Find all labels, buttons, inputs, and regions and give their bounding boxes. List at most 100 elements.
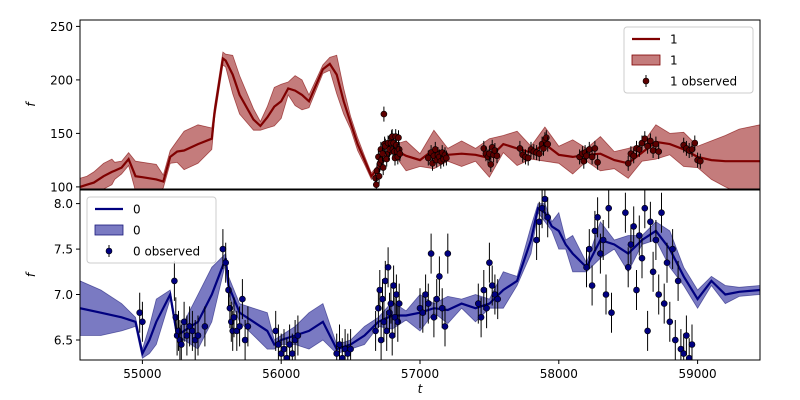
observed-point (538, 190, 546, 229)
observed-point (649, 251, 657, 292)
x-tick-label: 59000 (679, 367, 717, 381)
observed-point (544, 197, 552, 238)
observed-marker (488, 282, 496, 289)
observed-marker (430, 313, 438, 321)
observed-marker (376, 286, 384, 294)
observed-point (599, 220, 607, 260)
observed-point (443, 150, 450, 166)
bottom-y-axis-label: f (24, 271, 38, 277)
observed-point (433, 279, 441, 320)
observed-marker (288, 350, 296, 357)
observed-marker (647, 218, 654, 226)
observed-marker (652, 236, 660, 244)
observed-marker (602, 291, 610, 298)
x-axis-label: t (418, 382, 424, 396)
observed-marker (395, 134, 402, 141)
observed-marker (387, 300, 395, 307)
observed-marker (380, 318, 388, 326)
observed-point (635, 215, 643, 256)
observed-marker (624, 263, 632, 271)
observed-marker (396, 150, 404, 157)
observed-marker (635, 232, 643, 239)
y-tick-label: 100 (50, 180, 73, 194)
observed-marker (516, 145, 524, 152)
observed-marker (627, 241, 635, 248)
observed-marker (275, 341, 282, 348)
observed-marker (201, 323, 209, 330)
observed-point (494, 279, 502, 320)
observed-marker (588, 282, 596, 289)
observed-marker (139, 318, 146, 326)
observed-marker (544, 140, 552, 148)
observed-marker (585, 245, 593, 253)
observed-marker (494, 295, 502, 303)
observed-point (624, 155, 632, 171)
y-tick-label: 8.0 (54, 197, 73, 211)
observed-point (647, 133, 654, 149)
observed-point (171, 260, 178, 301)
y-tick-label: 7.0 (54, 288, 73, 302)
y-tick-label: 150 (50, 127, 73, 141)
observed-marker (375, 172, 383, 180)
legend-entry-label: 0 (133, 224, 141, 238)
observed-marker (671, 336, 679, 344)
observed-point (655, 144, 663, 160)
observed-point (622, 192, 629, 233)
observed-point (663, 242, 671, 283)
observed-marker (424, 154, 432, 162)
observed-point (491, 274, 499, 315)
observed-marker (663, 259, 671, 267)
observed-marker (486, 259, 493, 267)
observed-marker (542, 134, 550, 141)
observed-point (178, 324, 185, 360)
observed-marker (588, 153, 596, 161)
observed-marker (474, 300, 482, 307)
observed-marker (438, 304, 446, 312)
observed-point (608, 292, 615, 333)
observed-marker (641, 204, 649, 212)
observed-marker (641, 135, 649, 142)
observed-marker (433, 295, 441, 303)
observed-marker (441, 323, 449, 330)
observed-marker (180, 318, 188, 326)
legend-band-swatch (631, 54, 661, 66)
observed-marker (436, 273, 443, 280)
observed-marker (538, 204, 546, 212)
observed-point (691, 135, 699, 151)
observed-point (624, 247, 632, 288)
observed-point (393, 274, 400, 315)
observed-marker (419, 309, 427, 317)
observed-marker (658, 209, 665, 216)
observed-marker (635, 146, 643, 153)
observed-marker (222, 259, 229, 267)
observed-marker (655, 291, 663, 298)
observed-point (591, 140, 599, 156)
observed-marker (483, 304, 490, 312)
series-1-line (80, 56, 760, 188)
observed-marker (647, 137, 654, 145)
observed-point (585, 141, 593, 157)
observed-point (427, 233, 435, 274)
x-tick-label: 56000 (262, 367, 300, 381)
observed-marker (480, 286, 488, 294)
observed-marker (375, 304, 382, 312)
observed-point (660, 283, 668, 324)
observed-point (487, 156, 495, 172)
observed-marker (666, 318, 674, 326)
legend-entry-label: 0 observed (133, 245, 200, 259)
observed-marker (688, 146, 696, 153)
observed-point (647, 201, 654, 242)
observed-marker (477, 313, 485, 321)
observed-point (630, 206, 638, 247)
observed-marker (624, 160, 632, 167)
observed-point (696, 153, 704, 169)
observed-point (333, 333, 341, 360)
observed-marker (638, 254, 646, 262)
observed-marker (524, 154, 532, 162)
observed-marker (183, 332, 191, 339)
observed-marker (633, 286, 640, 294)
observed-marker (272, 327, 280, 335)
observed-marker (533, 236, 540, 244)
observed-marker (377, 336, 385, 344)
observed-point (239, 279, 246, 320)
